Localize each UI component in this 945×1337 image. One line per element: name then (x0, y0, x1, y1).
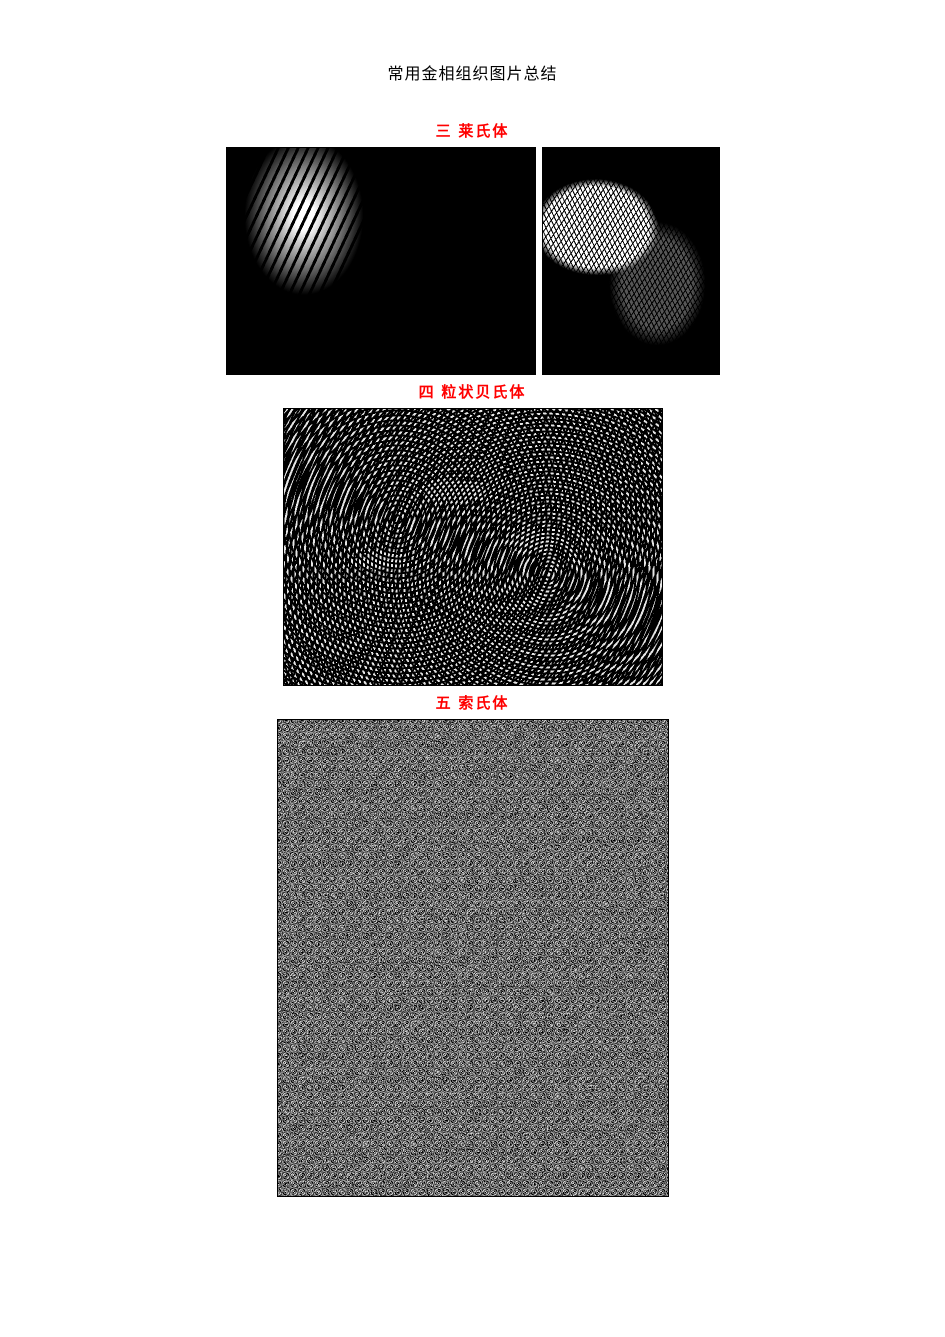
document-title: 常用金相组织图片总结 (387, 60, 557, 84)
document-page: 常用金相组织图片总结 三 莱氏体 四 粒状贝氏体 五 索氏体 (0, 60, 945, 1197)
section-heading-sorbite: 五 索氏体 (436, 692, 510, 713)
section-heading-ledeburite: 三 莱氏体 (436, 120, 510, 141)
micrograph-granular-bainite (283, 408, 663, 686)
image-row-bainite (283, 408, 663, 686)
section-heading-granular-bainite: 四 粒状贝氏体 (419, 381, 527, 402)
image-row-sorbite (277, 719, 669, 1197)
image-row-ledeburite (226, 147, 720, 375)
micrograph-ledeburite-1 (226, 147, 536, 375)
micrograph-ledeburite-2 (542, 147, 720, 375)
micrograph-sorbite (277, 719, 669, 1197)
